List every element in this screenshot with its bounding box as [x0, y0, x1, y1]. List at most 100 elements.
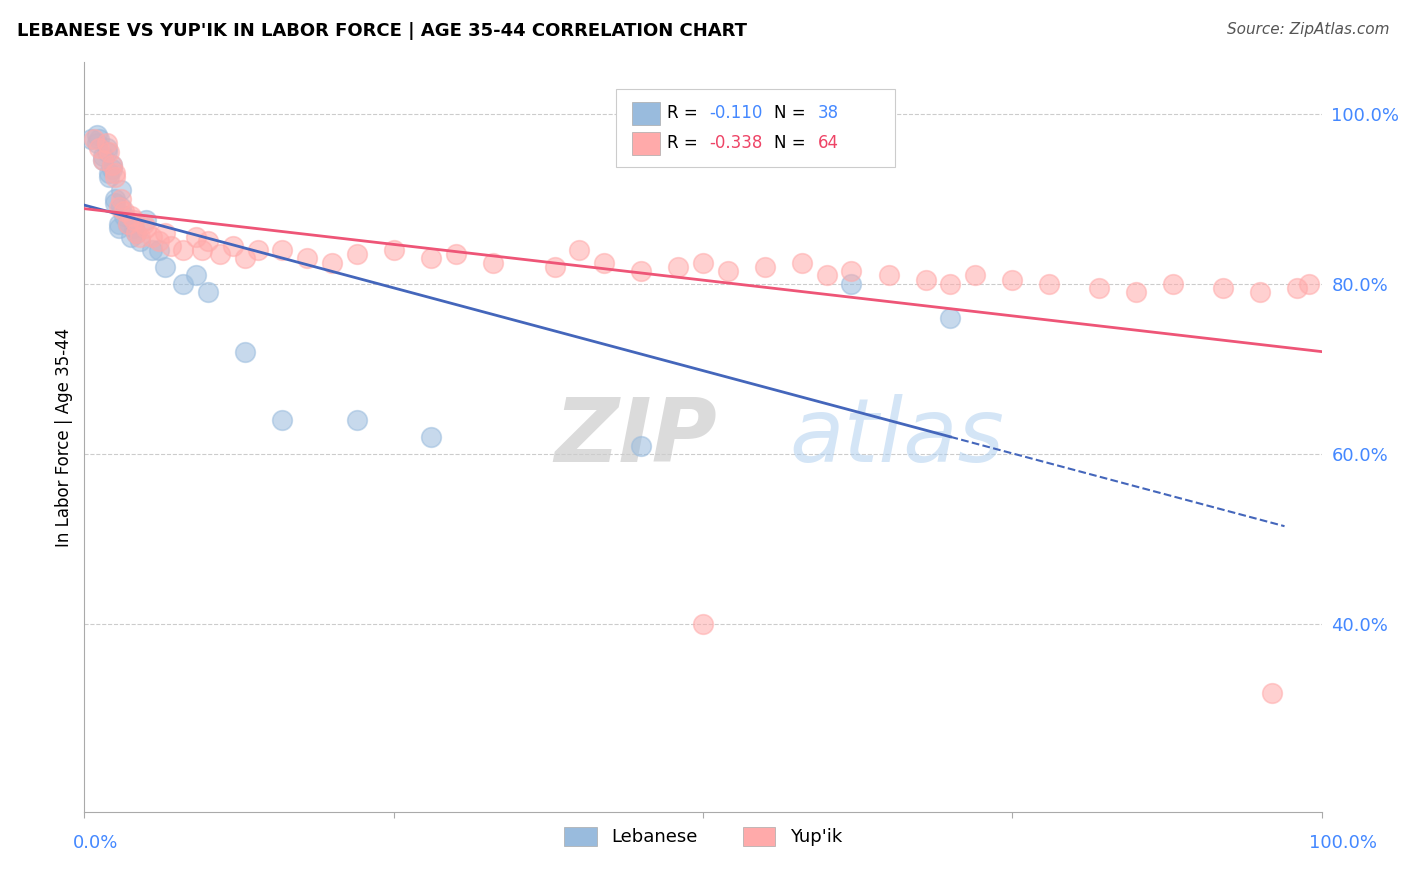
Point — [104, 170, 127, 185]
Point — [295, 252, 318, 266]
Point — [148, 243, 170, 257]
Text: Source: ZipAtlas.com: Source: ZipAtlas.com — [1226, 22, 1389, 37]
Point — [108, 221, 131, 235]
Point — [191, 243, 214, 257]
Point — [141, 243, 163, 257]
Point — [83, 132, 105, 146]
Point — [481, 255, 503, 269]
Point — [233, 252, 256, 266]
Text: 0.0%: 0.0% — [73, 834, 118, 852]
Point — [1001, 272, 1024, 286]
Point — [692, 255, 714, 269]
Point — [754, 260, 776, 274]
Point — [100, 158, 122, 172]
Point — [346, 413, 368, 427]
Point — [153, 226, 176, 240]
Point — [104, 195, 127, 210]
Point — [841, 264, 863, 278]
Point — [1088, 281, 1111, 295]
Point — [125, 226, 148, 240]
Point — [965, 268, 987, 283]
Point — [419, 430, 441, 444]
Point — [125, 226, 148, 240]
Point — [120, 230, 142, 244]
Text: 64: 64 — [818, 135, 839, 153]
Point — [98, 170, 121, 185]
Point — [1038, 277, 1060, 291]
Point — [246, 243, 269, 257]
Point — [98, 166, 121, 180]
Point — [233, 345, 256, 359]
Point — [877, 268, 900, 283]
Point — [112, 204, 135, 219]
Point — [1249, 285, 1271, 300]
Point — [112, 209, 135, 223]
Point — [321, 255, 343, 269]
Point — [172, 277, 194, 291]
Text: 100.0%: 100.0% — [1309, 834, 1376, 852]
Text: R =: R = — [666, 135, 703, 153]
Point — [1125, 285, 1147, 300]
Text: -0.110: -0.110 — [709, 104, 762, 122]
Point — [593, 255, 616, 269]
Point — [110, 183, 132, 197]
Point — [666, 260, 689, 274]
Point — [132, 217, 155, 231]
Text: atlas: atlas — [790, 394, 1004, 480]
Point — [141, 230, 163, 244]
Point — [790, 255, 813, 269]
Point — [91, 149, 114, 163]
Point — [419, 252, 441, 266]
Point — [630, 439, 652, 453]
Text: 38: 38 — [818, 104, 839, 122]
Point — [122, 221, 145, 235]
Point — [79, 132, 101, 146]
Point — [91, 153, 114, 168]
Point — [841, 277, 863, 291]
Text: R =: R = — [666, 104, 703, 122]
Point — [98, 145, 121, 159]
Point — [89, 140, 111, 154]
Point — [914, 272, 936, 286]
FancyBboxPatch shape — [633, 132, 659, 154]
Point — [184, 268, 207, 283]
Y-axis label: In Labor Force | Age 35-44: In Labor Force | Age 35-44 — [55, 327, 73, 547]
Point — [1212, 281, 1234, 295]
Point — [543, 260, 565, 274]
Point — [444, 247, 467, 261]
Point — [209, 247, 232, 261]
Point — [1298, 277, 1320, 291]
FancyBboxPatch shape — [633, 103, 659, 125]
Point — [184, 230, 207, 244]
Point — [222, 238, 245, 252]
Point — [129, 230, 152, 244]
Point — [939, 310, 962, 325]
Point — [815, 268, 838, 283]
Point — [110, 192, 132, 206]
Point — [1161, 277, 1184, 291]
Point — [89, 132, 111, 146]
Point — [86, 136, 108, 151]
Point — [129, 234, 152, 248]
Point — [100, 161, 122, 176]
Point — [86, 128, 108, 142]
Point — [96, 145, 118, 159]
Point — [692, 617, 714, 632]
Point — [382, 243, 405, 257]
Point — [104, 166, 127, 180]
Point — [939, 277, 962, 291]
Point — [160, 238, 183, 252]
FancyBboxPatch shape — [616, 88, 894, 168]
Point — [346, 247, 368, 261]
Text: ZIP: ZIP — [554, 393, 717, 481]
Point — [172, 243, 194, 257]
Point — [271, 243, 294, 257]
Point — [1285, 281, 1308, 295]
Point — [148, 234, 170, 248]
Point — [135, 213, 157, 227]
Point — [197, 285, 219, 300]
Point — [197, 234, 219, 248]
Point — [117, 217, 139, 231]
Point — [91, 153, 114, 168]
Point — [120, 209, 142, 223]
